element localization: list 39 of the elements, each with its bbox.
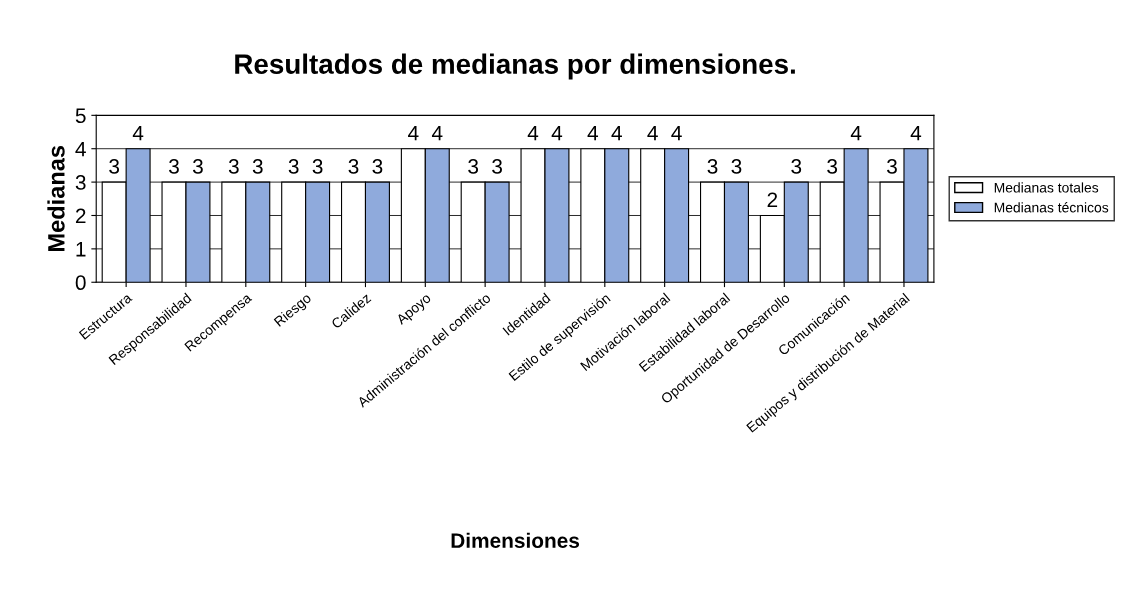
data-label: 4 [408, 125, 419, 141]
data-label: 4 [431, 125, 443, 141]
data-label: 4 [647, 125, 658, 141]
data-label: 4 [587, 125, 599, 141]
chart-title: Resultados de medianas por dimensiones. [235, 53, 795, 80]
data-label: 3 [109, 159, 120, 174]
data-label: 4 [551, 125, 563, 141]
legend-label: Medianas técnicos [994, 202, 1109, 213]
data-label: 4 [527, 125, 539, 141]
y-tick-label: 1 [76, 242, 86, 257]
data-label: 3 [887, 159, 897, 174]
data-label: 3 [312, 159, 323, 174]
y-tick-label: 3 [75, 175, 86, 190]
data-label: 3 [169, 159, 179, 174]
data-label: 3 [791, 159, 802, 174]
y-tick-label: 0 [75, 275, 86, 291]
data-label: 3 [707, 159, 718, 174]
data-label: 3 [372, 159, 383, 174]
y-tick-label: 4 [75, 141, 86, 157]
data-label: 4 [850, 125, 862, 141]
data-label: 3 [731, 159, 742, 174]
data-label: 3 [192, 159, 203, 174]
data-label: 3 [827, 159, 838, 174]
legend-label: Medianas totales [994, 182, 1099, 193]
data-label: 2 [767, 192, 778, 207]
data-label: 4 [611, 125, 622, 141]
data-label: 4 [910, 125, 922, 141]
y-tick-label: 5 [75, 108, 86, 124]
data-label: 3 [348, 159, 359, 174]
y-tick-label: 2 [75, 208, 86, 224]
data-label: 3 [288, 159, 299, 174]
data-label: 4 [132, 125, 144, 141]
x-axis-title: Dimensiones [451, 532, 580, 549]
data-label: 3 [492, 159, 502, 174]
data-label: 3 [468, 159, 479, 174]
y-axis-title: Medianas [47, 145, 65, 252]
data-label: 3 [228, 159, 239, 174]
data-label: 4 [671, 125, 682, 141]
data-label: 3 [252, 159, 263, 174]
